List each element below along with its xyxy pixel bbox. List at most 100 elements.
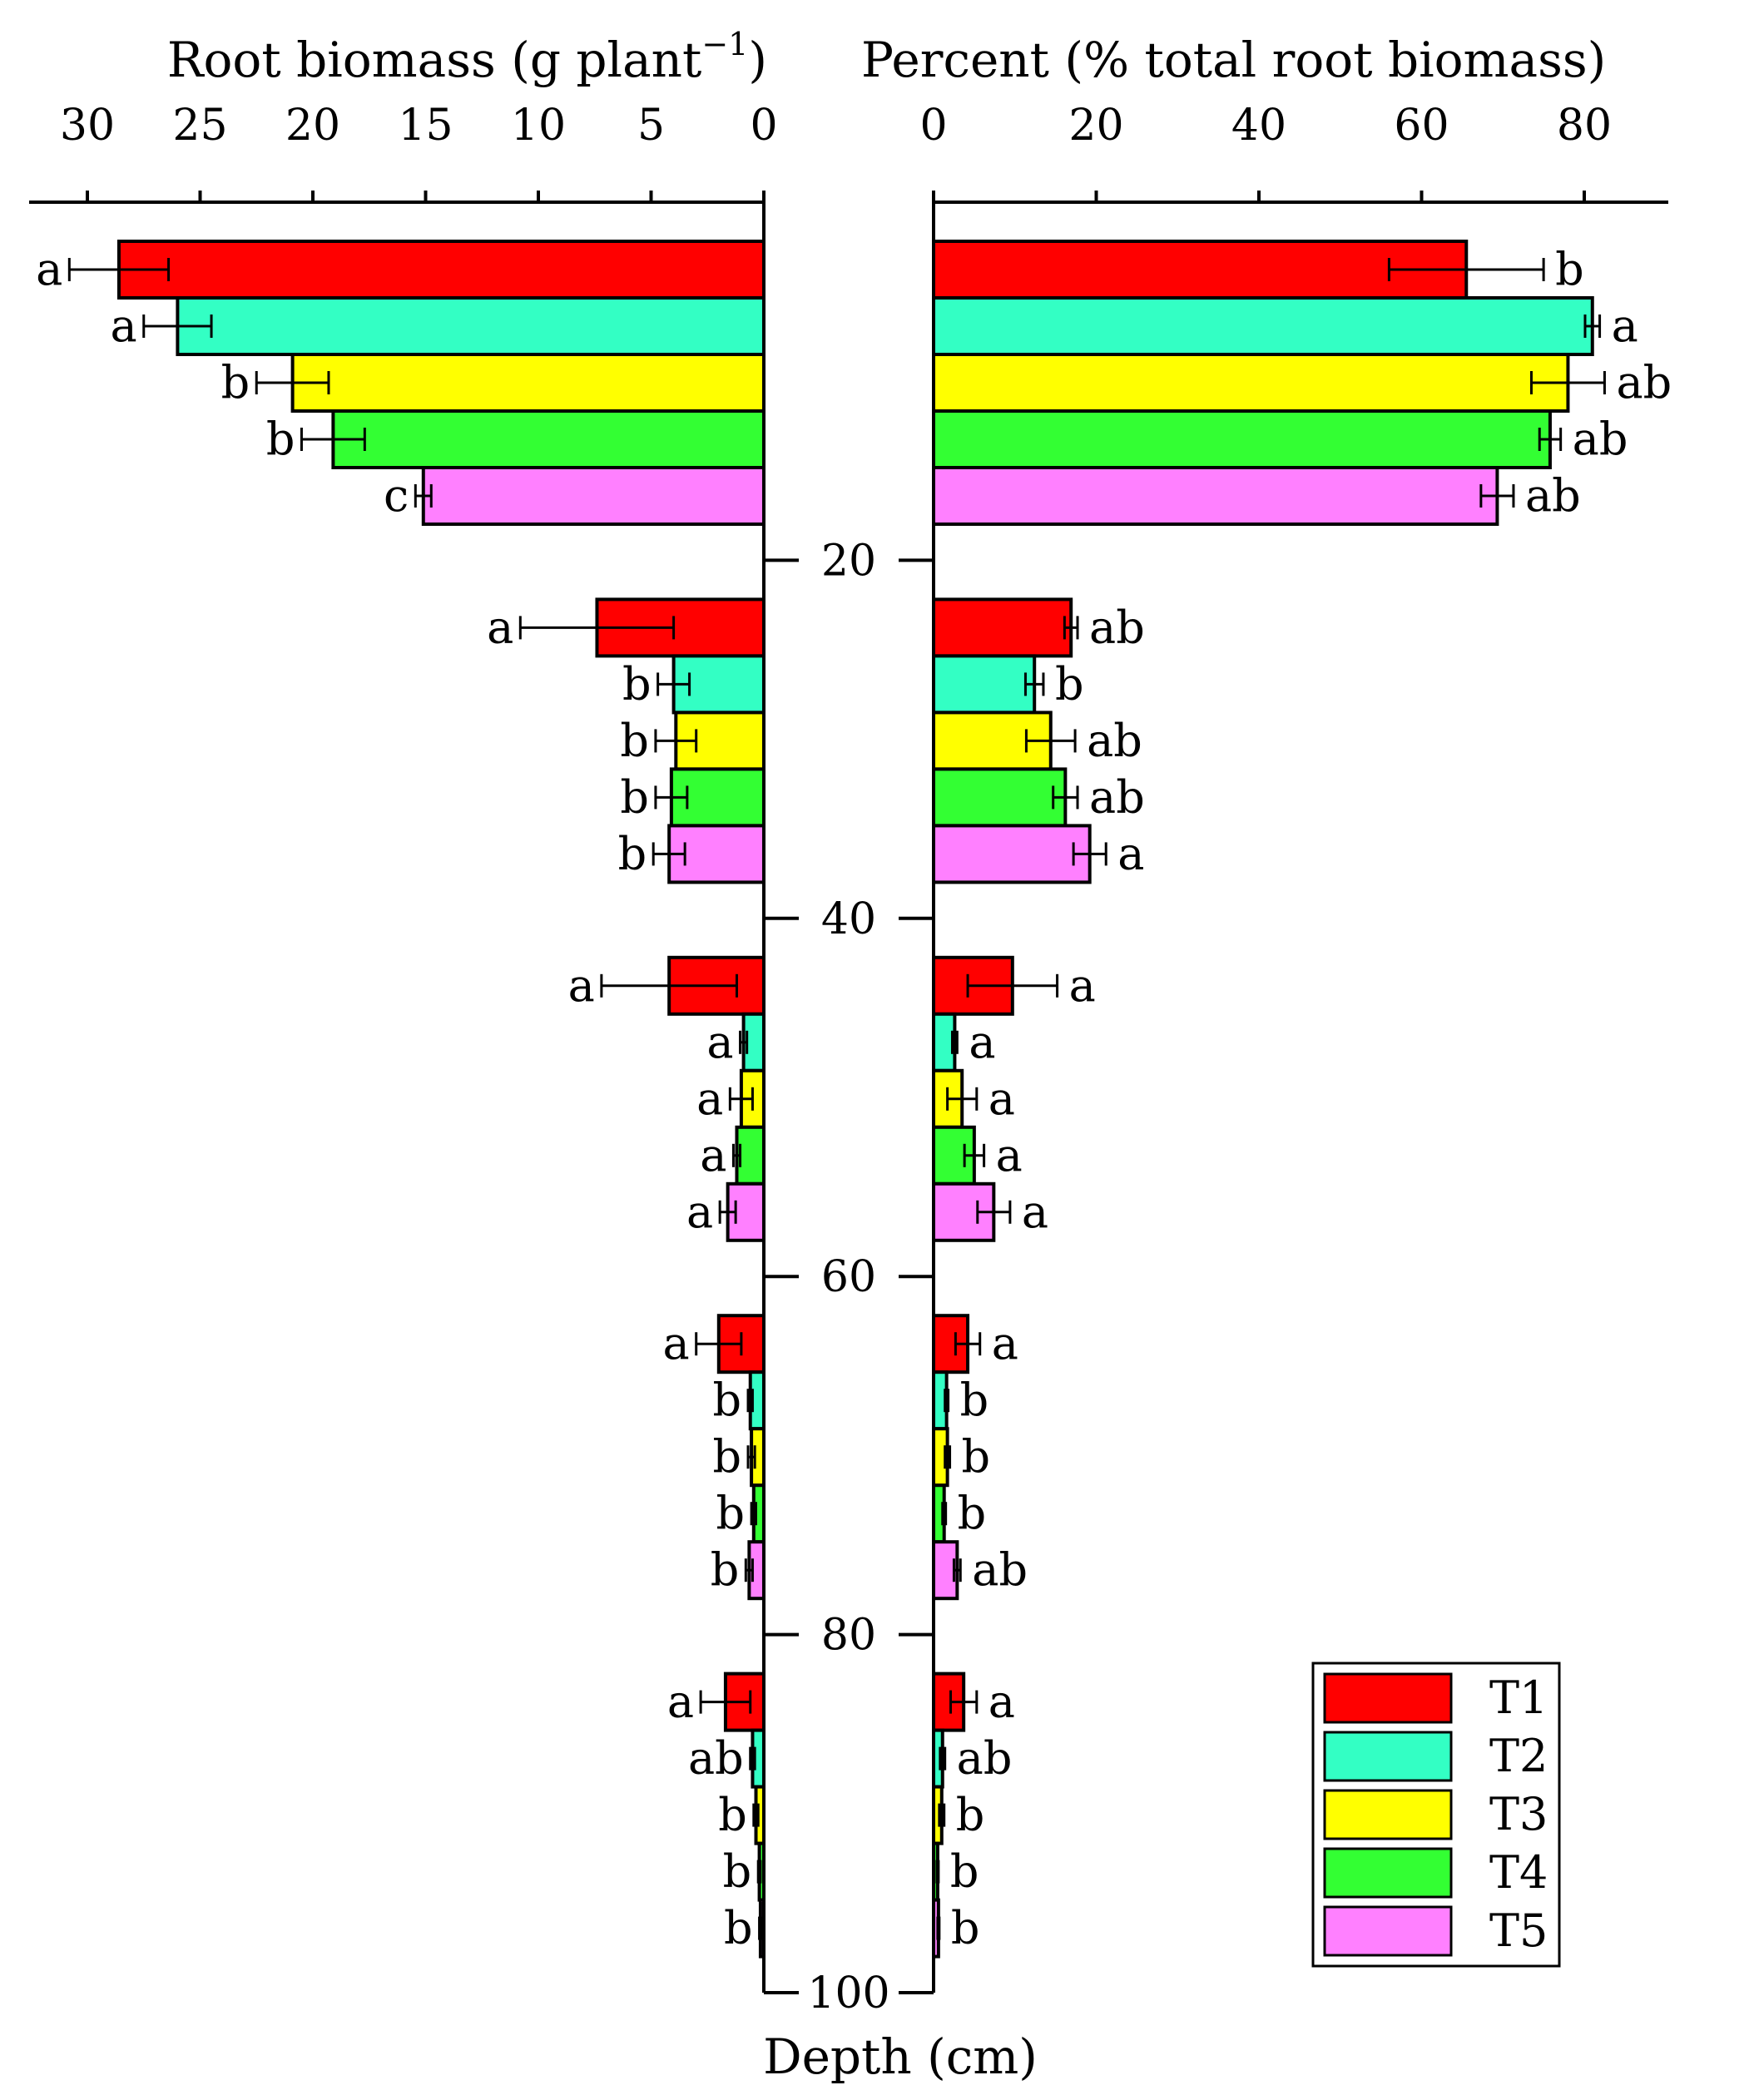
significance-letter: a bbox=[487, 601, 513, 653]
significance-letter: a bbox=[696, 1072, 723, 1125]
legend-label-T5: T5 bbox=[1489, 1904, 1548, 1957]
bar-percent-T4-layer-1 bbox=[932, 409, 1552, 469]
significance-letter: b bbox=[962, 1430, 991, 1483]
legend-label-T4: T4 bbox=[1489, 1846, 1548, 1899]
legend-swatch-T4 bbox=[1323, 1847, 1453, 1899]
right-axis-tick-label: 20 bbox=[1068, 101, 1123, 151]
significance-letter: a bbox=[996, 1129, 1023, 1181]
bar-percent-T2-layer-1 bbox=[932, 296, 1594, 356]
significance-letter: b bbox=[723, 1845, 752, 1898]
bar-percent-T1-layer-2 bbox=[932, 597, 1073, 658]
left-axis-tick-label: 25 bbox=[172, 101, 227, 151]
left-axis-tick-label: 0 bbox=[750, 101, 777, 151]
significance-letter: b bbox=[958, 1487, 987, 1539]
bar-percent-T5-layer-1 bbox=[932, 466, 1499, 526]
right-panel-title: Percent (% total root biomass) bbox=[861, 32, 1606, 88]
bars-layer: aaaaaabababbbabbbbabbcbabbbabaaaabababab… bbox=[36, 240, 1672, 1959]
legend-label-T1: T1 bbox=[1489, 1672, 1548, 1724]
significance-letter: b bbox=[951, 1902, 980, 1954]
depth-axis-title: Depth (cm) bbox=[763, 2028, 1038, 2085]
right-axis-tick-label: 80 bbox=[1557, 101, 1612, 151]
depth-tick-label: 60 bbox=[821, 1252, 876, 1302]
significance-letter: b bbox=[620, 770, 649, 823]
significance-letter: ab bbox=[1089, 770, 1145, 823]
significance-letter: ab bbox=[688, 1732, 744, 1785]
significance-letter: c bbox=[384, 469, 409, 522]
significance-letter: ab bbox=[1616, 356, 1672, 409]
bar-percent-T5-layer-2 bbox=[932, 824, 1092, 884]
legend-swatch-T3 bbox=[1323, 1789, 1453, 1840]
significance-letter: ab bbox=[972, 1543, 1028, 1596]
right-axis-tick-label: 60 bbox=[1394, 101, 1449, 151]
significance-letter: b bbox=[622, 657, 652, 710]
bar-biomass-T1-layer-1 bbox=[116, 240, 766, 300]
legend-swatch-T1 bbox=[1323, 1672, 1453, 1724]
depth-axis: 20 40 60 80 100 bbox=[762, 202, 935, 2018]
depth-tick-label: 80 bbox=[821, 1611, 876, 1661]
bar-percent-T5-layer-3 bbox=[932, 1181, 996, 1242]
bar-percent-T3-layer-1 bbox=[932, 353, 1570, 413]
left-axis-tick-label: 10 bbox=[511, 101, 566, 151]
significance-letter: b bbox=[620, 714, 649, 766]
bar-biomass-T2-layer-1 bbox=[176, 296, 766, 356]
right-axis-tick-label: 0 bbox=[919, 101, 947, 151]
legend-label-T2: T2 bbox=[1489, 1730, 1548, 1782]
significance-letter: b bbox=[712, 1374, 741, 1426]
significance-letter: b bbox=[716, 1487, 746, 1539]
bar-biomass-T3-layer-1 bbox=[290, 353, 766, 413]
legend-label-T3: T3 bbox=[1489, 1788, 1548, 1840]
significance-letter: a bbox=[686, 1186, 713, 1238]
significance-letter: a bbox=[700, 1129, 726, 1181]
significance-letter: a bbox=[1022, 1186, 1048, 1238]
bar-percent-T4-layer-2 bbox=[932, 767, 1068, 828]
significance-letter: b bbox=[718, 1789, 747, 1841]
significance-letter: b bbox=[711, 1543, 740, 1596]
legend-swatch-T5 bbox=[1323, 1905, 1453, 1957]
bar-biomass-T5-layer-1 bbox=[421, 466, 766, 526]
significance-letter: a bbox=[969, 1016, 995, 1068]
bar-percent-T1-layer-1 bbox=[932, 240, 1469, 300]
right-axis-tick-label: 40 bbox=[1231, 101, 1286, 151]
significance-letter: ab bbox=[957, 1732, 1013, 1785]
left-axis-tick-label: 5 bbox=[637, 101, 665, 151]
bar-percent-T2-layer-2 bbox=[932, 654, 1037, 715]
significance-letter: b bbox=[221, 356, 250, 409]
significance-letter: ab bbox=[1089, 601, 1145, 653]
significance-letter: ab bbox=[1525, 469, 1581, 522]
depth-tick-label: 100 bbox=[807, 1969, 889, 2018]
significance-letter: b bbox=[712, 1430, 741, 1483]
bar-biomass-T4-layer-1 bbox=[331, 409, 766, 469]
significance-letter: a bbox=[111, 300, 137, 352]
depth-tick-label: 20 bbox=[821, 536, 876, 586]
significance-letter: a bbox=[1069, 959, 1096, 1012]
significance-letter: ab bbox=[1573, 413, 1628, 465]
significance-letter: a bbox=[988, 1072, 1015, 1125]
legend-swatch-T2 bbox=[1323, 1731, 1453, 1782]
significance-letter: a bbox=[667, 1676, 694, 1728]
left-axis-tick-label: 15 bbox=[398, 101, 453, 151]
significance-letter: a bbox=[36, 243, 62, 295]
left-x-axis: 30 25 20 15 10 5 0 bbox=[29, 101, 778, 204]
left-axis-tick-label: 30 bbox=[60, 101, 115, 151]
significance-letter: a bbox=[706, 1016, 733, 1068]
significance-letter: a bbox=[1117, 827, 1144, 879]
depth-tick-label: 40 bbox=[821, 894, 876, 944]
left-axis-tick-label: 20 bbox=[285, 101, 340, 151]
significance-letter: b bbox=[1555, 243, 1584, 295]
right-x-axis: 0 20 40 60 80 bbox=[919, 101, 1668, 204]
significance-letter: a bbox=[568, 959, 595, 1012]
significance-letter: b bbox=[960, 1374, 989, 1426]
significance-letter: b bbox=[950, 1845, 979, 1898]
significance-letter: b bbox=[1055, 657, 1084, 710]
significance-letter: a bbox=[662, 1317, 689, 1369]
significance-letter: b bbox=[956, 1789, 985, 1841]
left-panel-title: Root biomass (g plant−1) bbox=[167, 26, 767, 88]
significance-letter: b bbox=[618, 827, 647, 879]
significance-letter: b bbox=[266, 413, 295, 465]
significance-letter: a bbox=[992, 1317, 1018, 1369]
significance-letter: b bbox=[724, 1902, 753, 1954]
significance-letter: a bbox=[988, 1676, 1015, 1728]
significance-letter: ab bbox=[1087, 714, 1142, 766]
